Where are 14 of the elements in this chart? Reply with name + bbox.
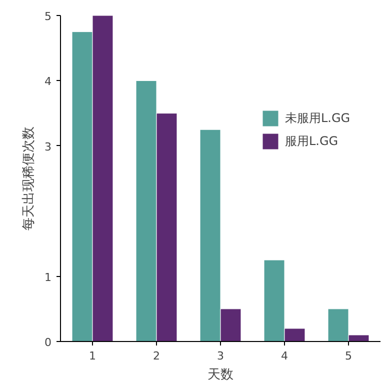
legend-label: 未服用L.GG <box>285 110 350 126</box>
y-tick-label: 5 <box>44 10 52 23</box>
legend-label: 服用L.GG <box>285 132 338 150</box>
x-tick-label: 3 <box>217 350 224 362</box>
x-axis-title: 天数 <box>208 368 234 382</box>
y-tick-label: 3 <box>44 140 52 154</box>
x-tick-label: 4 <box>281 350 288 362</box>
x-tick-label: 5 <box>345 350 352 362</box>
y-tick-label: 1 <box>44 270 52 284</box>
x-tick-label: 1 <box>89 350 96 362</box>
x-tick-label: 2 <box>153 350 160 362</box>
y-tick-label: 4 <box>44 75 52 88</box>
y-axis-title: 每天出现稀便次数 <box>22 126 36 230</box>
y-tick-label: 0 <box>44 336 52 349</box>
